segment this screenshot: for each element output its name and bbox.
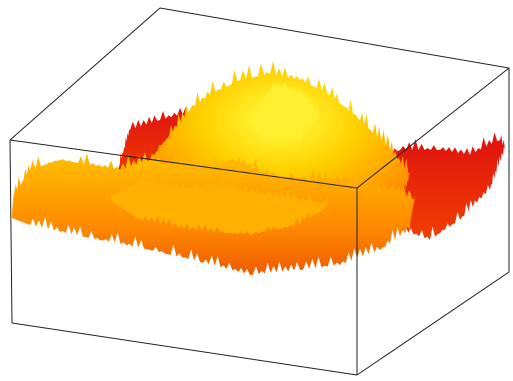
box-edge (9, 139, 358, 189)
terrain (12, 61, 505, 275)
terrain-highlight (110, 175, 330, 235)
box-edge (356, 67, 510, 189)
box-edge (159, 7, 510, 69)
box-back-edges (9, 7, 510, 272)
box-front-edges (9, 67, 510, 376)
terrain-peak (250, 81, 320, 140)
box-edge (9, 7, 161, 141)
box-edge (11, 322, 358, 376)
box-edge (356, 271, 510, 376)
box-edge (9, 139, 13, 324)
